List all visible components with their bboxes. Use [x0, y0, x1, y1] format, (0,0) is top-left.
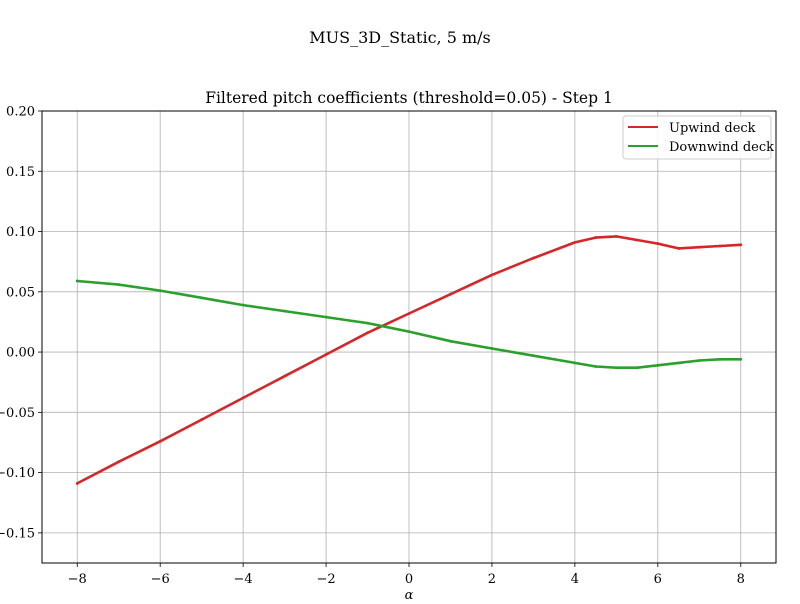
- downwind-point: [573, 361, 577, 365]
- upwind-point: [573, 240, 577, 244]
- downwind-point: [532, 354, 535, 358]
- upwind-point: [739, 243, 743, 247]
- upwind-point: [241, 396, 245, 400]
- upwind-point: [697, 245, 701, 249]
- downwind-point: [117, 283, 121, 286]
- y-tick-label: −0.10: [0, 466, 35, 481]
- upwind-point: [407, 312, 411, 315]
- downwind-point: [614, 366, 618, 370]
- downwind-point: [635, 366, 639, 370]
- x-tick-label: −2: [316, 572, 335, 587]
- chart-title: Filtered pitch coefficients (threshold=0…: [205, 89, 613, 107]
- y-tick-label: 0.00: [6, 346, 35, 361]
- upwind-point: [158, 439, 162, 443]
- upwind-point: [490, 273, 494, 277]
- axis-ticks: −8 −6 −4 −2 0 2 4 6 8 −0.15 −0.10 −0.05 0.00 0.05 0.10…: [0, 105, 745, 588]
- gridlines: [42, 110, 776, 563]
- x-tick-label: −8: [68, 572, 87, 587]
- downwind-point: [677, 361, 680, 365]
- upwind-point: [117, 460, 121, 464]
- downwind-point: [697, 359, 701, 362]
- y-tick-label: 0.10: [6, 225, 35, 240]
- upwind-point: [324, 353, 328, 356]
- downwind-point: [366, 321, 369, 325]
- legend-downwind-label: Downwind deck: [669, 140, 774, 155]
- upwind-point: [718, 244, 722, 248]
- downwind-point: [594, 365, 598, 368]
- downwind-point: [449, 339, 452, 343]
- downwind-point: [718, 357, 722, 361]
- x-tick-label: 8: [737, 572, 745, 587]
- legend: Upwind deck Downwind deck: [622, 115, 774, 160]
- downwind-point: [656, 363, 660, 367]
- downwind-point: [75, 279, 79, 283]
- downwind-point: [283, 309, 286, 313]
- upwind-point: [594, 236, 598, 239]
- x-tick-label: 6: [654, 572, 662, 587]
- upwind-point: [635, 238, 639, 242]
- downwind-point: [158, 289, 162, 292]
- upwind-point: [75, 482, 79, 485]
- legend-box: [622, 115, 772, 160]
- downwind-point: [324, 315, 328, 319]
- x-tick-label: −4: [234, 572, 253, 587]
- y-tick-label: 0.20: [6, 105, 35, 120]
- y-tick-label: 0.15: [6, 165, 35, 180]
- upwind-point: [366, 331, 369, 335]
- downwind-point: [407, 330, 411, 333]
- upwind-point: [677, 247, 680, 250]
- x-tick-label: 2: [488, 572, 496, 587]
- legend-upwind-label: Upwind deck: [669, 121, 756, 136]
- downwind-point: [739, 357, 743, 361]
- figure-title: MUS_3D_Static, 5 m/s: [309, 28, 490, 47]
- series-group: [75, 234, 743, 485]
- upwind-point: [283, 374, 286, 378]
- upwind-point: [532, 256, 535, 260]
- y-tick-label: −0.05: [0, 406, 35, 421]
- downwind-point: [490, 347, 494, 350]
- y-tick-label: −0.15: [0, 526, 35, 541]
- upwind-point: [656, 242, 660, 245]
- downwind-point: [200, 296, 204, 300]
- upwind-point: [449, 292, 452, 296]
- x-tick-label: −6: [151, 572, 170, 587]
- upwind-point: [200, 418, 204, 421]
- downwind-point: [241, 303, 245, 307]
- x-tick-label: 4: [571, 572, 579, 587]
- x-axis-label: α: [405, 588, 414, 600]
- y-tick-label: 0.05: [6, 285, 35, 300]
- x-tick-label: 0: [405, 572, 413, 587]
- upwind-point: [614, 234, 618, 238]
